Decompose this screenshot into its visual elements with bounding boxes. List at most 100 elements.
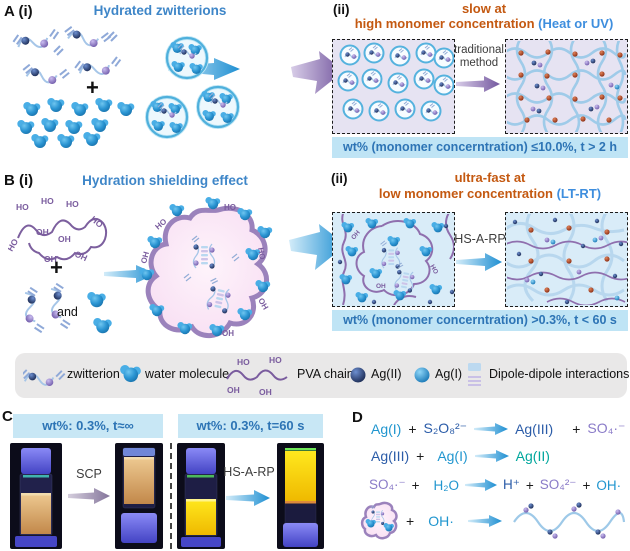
eq1-product-2: SO₄·⁻ [587,420,626,436]
equation-2: Ag(III) + Ag(I) Ag(II) [371,448,550,464]
hydrated-zwitterions-art [11,24,240,149]
eq2-reactant-1: Ag(III) [371,448,410,464]
plus-sign: + [86,75,99,100]
dipole-bars-icon [468,363,481,386]
panel-b-title: Hydration shielding effect [82,173,248,188]
svg-text:HO: HO [428,264,439,276]
svg-text:HO: HO [224,203,236,212]
legend-label: Ag(I) [435,367,463,381]
bii-headline-2-main: low monomer concentration [378,186,557,201]
svg-text:HO: HO [269,355,282,365]
svg-text:OH: OH [73,249,89,263]
reaction-arrow-icon [465,479,498,491]
eq3-product-3: OH· [596,477,622,493]
svg-text:OH: OH [58,234,71,244]
pva-molecule-sketch: HO HO HO HO OH OH HO OH OH [8,196,108,264]
aii-headline-2-paren: (Heat or UV) [538,16,614,31]
reaction-arrow-icon [474,422,509,435]
eq3-reactant-1: SO₄·⁻ [369,477,406,492]
eq2-product-1: Ag(II) [515,448,550,464]
panel-a-caption: wt% (monomer concerntration) ≤10.0%, t >… [332,137,628,158]
bii-headline-2: low monomer concentration (LT-RT) [352,186,628,201]
pva-chain-icon: HO HO OH OH [226,355,288,397]
reaction-arrow-icon [474,450,509,462]
ag1-sphere-icon [414,367,430,383]
equation-1: Ag(I) + S₂O₈²⁻ Ag(III) + SO₄·⁻ [371,420,625,437]
micelle-solution-art [337,42,454,122]
eq4-reactant-2: OH· [428,513,454,529]
and-label: and [57,305,78,319]
plus-sign: + [50,255,63,280]
legend-label: Dipole-dipole interactions [489,367,630,381]
svg-text:OH: OH [376,283,386,290]
panel-c-label: C [2,408,13,425]
svg-text:HO: HO [41,196,54,206]
svg-text:HO: HO [8,237,20,253]
hybrid-network-art [507,214,627,305]
hs-a-rp-label-c: HS-A-RP [223,465,275,479]
svg-text:OH: OH [259,387,272,397]
hs-a-rp-label: HS-A-RP [454,232,506,246]
vial-photo-gel-after [277,443,324,549]
panel-a-label: A (i) [4,3,33,20]
svg-text:OH: OH [256,297,270,312]
svg-text:HO: HO [89,214,105,230]
shielding-blob: HO HO OH OH HO OH [139,197,273,338]
svg-text:OH: OH [222,329,234,338]
aii-headline-2: high monomer concentration (Heat or UV) [340,16,628,31]
legend-label: water molecule [145,367,230,381]
micelle-solution-box [332,39,455,134]
zwitterion-icon [23,368,66,387]
hs-a-rp-arrow-icon-c [226,490,270,506]
legend-label: Ag(II) [371,367,402,381]
vial-photo-liquid-after [115,443,163,549]
plus-sign: + [572,420,581,437]
panel-bii-label: (ii) [331,171,348,186]
vial-photo-gel-before [177,443,225,549]
hydration-shielding-art: HO HO HO HO OH OH HO OH OH [8,196,273,338]
eq1-reactant-1: Ag(I) [371,420,402,437]
panel-d-label: D [352,409,363,426]
traditional-method-label: traditional method [454,44,504,69]
eq3-reactant-2: H₂O [433,477,460,493]
svg-text:OH: OH [36,227,49,237]
legend-label: zwitterion [67,367,120,381]
plus-sign: + [525,477,534,493]
plus-sign: + [406,513,415,529]
shielded-solution-art: OH HO OH [337,214,454,305]
vial-photo-liquid-before [10,443,62,549]
panel-c-caption-left: wt%: 0.3%, t≈∞ [13,414,163,438]
eq1-reactant-2: S₂O₈²⁻ [423,420,468,436]
aii-headline-1: slow at [461,1,507,16]
scp-arrow-icon [68,488,110,504]
panel-b-caption: wt% (monomer concerntration) >0.3%, t < … [332,310,628,331]
svg-text:HO: HO [237,357,250,367]
plus-sign: + [416,448,425,464]
legend-bar: zwitterion water molecule HO HO OH OH PV… [15,353,630,398]
svg-text:OH: OH [350,229,362,241]
eq3-product-1: H⁺ [503,477,520,492]
aii-headline-2-main: high monomer concentration [354,16,539,31]
panel-c-caption-right: wt%: 0.3%, t=60 s [178,414,323,438]
equation-4: + OH· [360,500,628,542]
traditional-method-arrow-icon [456,76,500,92]
panel-aii-label: (ii) [333,2,350,17]
crosslinked-network-box [505,39,628,134]
bii-headline-1: ultra-fast at [454,170,526,185]
equation-3: SO₄·⁻ + H₂O H⁺ + SO₄²⁻ + OH· [369,477,621,493]
crosslinked-network-art [507,41,627,132]
svg-text:HO: HO [256,247,267,260]
monomer-blob-icon [360,501,398,540]
plus-sign: + [408,420,417,437]
eq2-reactant-2: Ag(I) [437,448,468,464]
plus-sign: + [582,477,591,493]
panel-c-divider [170,443,172,549]
bii-headline-2-paren: (LT-RT) [556,186,602,201]
water-molecule-icon [120,365,141,383]
ag2-sphere-icon [350,367,366,383]
eq3-product-2: SO₄²⁻ [539,477,577,492]
legend-label: PVA chain [297,367,354,381]
plus-sign: + [411,477,420,493]
polymer-chain-icon [512,502,625,539]
svg-text:OH: OH [44,254,57,264]
